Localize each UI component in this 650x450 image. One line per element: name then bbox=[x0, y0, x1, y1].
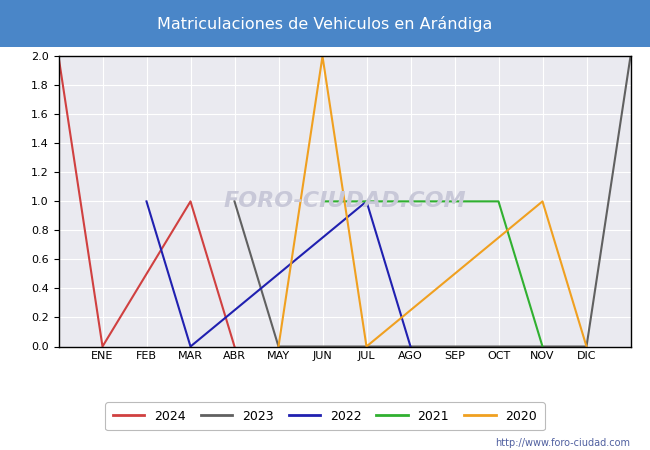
2022 bbox=[187, 344, 194, 349]
2022 bbox=[363, 199, 370, 204]
2023 bbox=[274, 344, 282, 349]
2020 bbox=[539, 199, 547, 204]
Text: FORO-CIUDAD.COM: FORO-CIUDAD.COM bbox=[223, 191, 466, 212]
2024 bbox=[187, 199, 194, 204]
Text: Matriculaciones de Vehiculos en Arándiga: Matriculaciones de Vehiculos en Arándiga bbox=[157, 16, 493, 32]
Line: 2023: 2023 bbox=[235, 56, 630, 346]
Line: 2022: 2022 bbox=[146, 202, 411, 346]
2020 bbox=[363, 344, 370, 349]
2024 bbox=[231, 344, 239, 349]
2021 bbox=[363, 199, 370, 204]
2024 bbox=[55, 54, 62, 59]
Line: 2024: 2024 bbox=[58, 56, 235, 346]
2022 bbox=[407, 344, 415, 349]
2021 bbox=[495, 199, 502, 204]
2021 bbox=[539, 344, 547, 349]
2024 bbox=[99, 344, 107, 349]
Legend: 2024, 2023, 2022, 2021, 2020: 2024, 2023, 2022, 2021, 2020 bbox=[105, 402, 545, 430]
2020 bbox=[274, 344, 282, 349]
Line: 2021: 2021 bbox=[322, 202, 543, 346]
Text: http://www.foro-ciudad.com: http://www.foro-ciudad.com bbox=[495, 438, 630, 448]
2023 bbox=[231, 199, 239, 204]
2023 bbox=[582, 344, 590, 349]
Line: 2020: 2020 bbox=[278, 56, 586, 346]
2020 bbox=[318, 54, 326, 59]
2021 bbox=[318, 199, 326, 204]
2022 bbox=[142, 199, 150, 204]
2023 bbox=[627, 54, 634, 59]
2020 bbox=[582, 344, 590, 349]
